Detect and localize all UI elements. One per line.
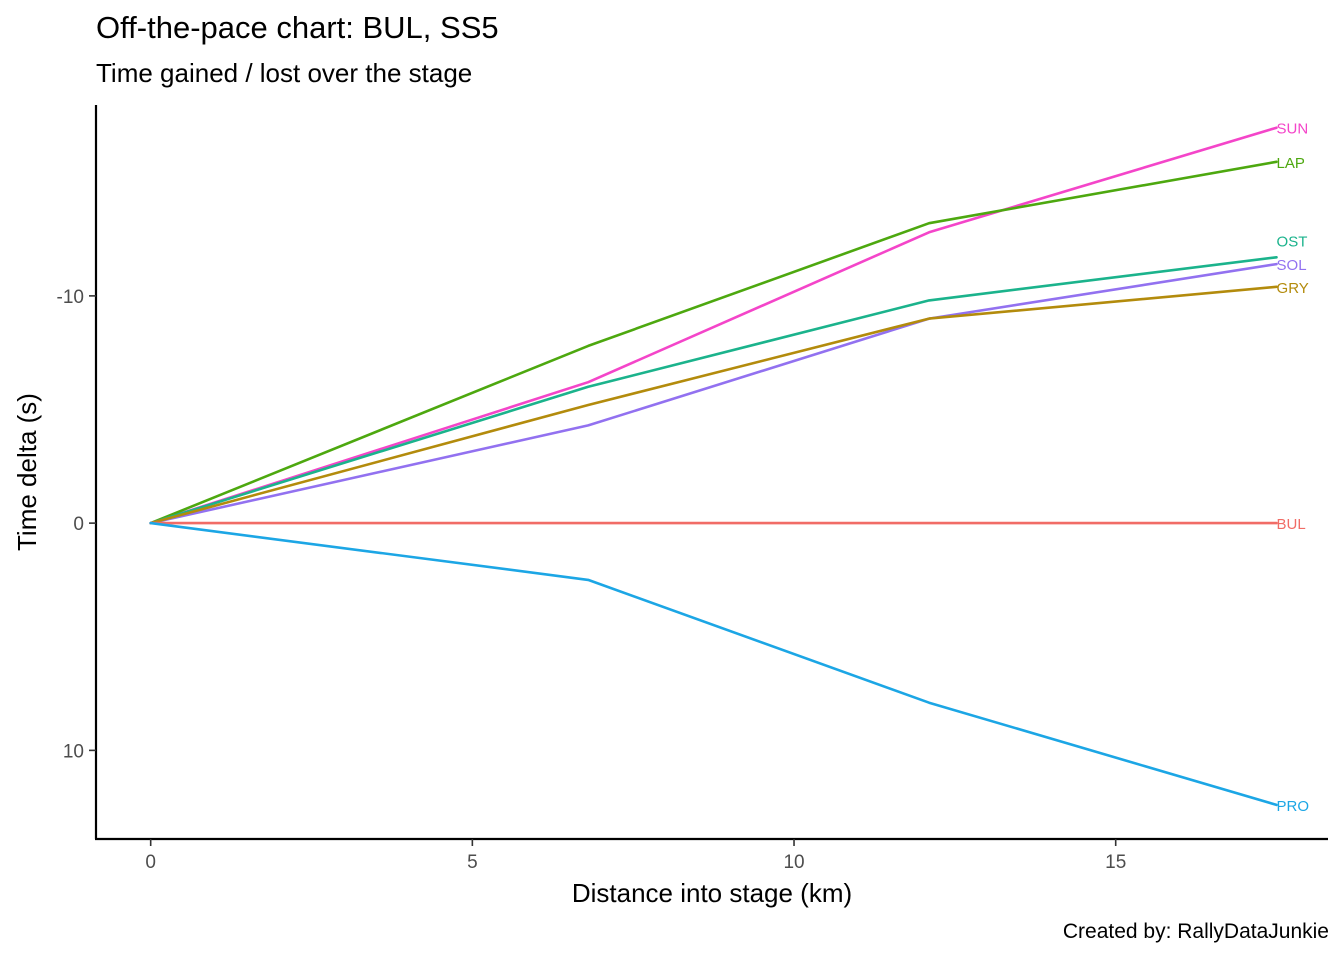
y-tick-label: -10: [57, 287, 84, 308]
y-axis-title: Time delta (s): [12, 393, 42, 551]
end-label-sol: SOL: [1277, 257, 1307, 274]
axes: [94, 105, 1328, 841]
x-axis-title: Distance into stage (km): [572, 878, 852, 908]
series-line-sun: [149, 126, 1278, 525]
end-label-bul: BUL: [1277, 516, 1306, 533]
y-ticks: -10 0 10: [57, 287, 96, 762]
y-tick-label: 0: [73, 514, 84, 535]
caption: Created by: RallyDataJunkie: [1062, 920, 1329, 943]
series-line-pro: [149, 521, 1278, 807]
chart-subtitle: Time gained / lost over the stage: [96, 58, 473, 88]
series-line-ost: [149, 255, 1278, 525]
end-label-sun: SUN: [1277, 121, 1309, 138]
x-tick-label: 15: [1105, 852, 1126, 873]
x-tick-label: 10: [783, 852, 804, 873]
end-label-lap: LAP: [1277, 155, 1305, 172]
series-line-gry: [149, 285, 1278, 525]
y-tick-label: 10: [63, 741, 84, 762]
end-labels: SUN LAP OST SOL GRY BUL PRO: [1277, 121, 1310, 815]
series-lines: [149, 126, 1278, 807]
x-tick-label: 0: [145, 852, 156, 873]
x-ticks: 0 5 10 15: [145, 839, 1126, 873]
series-line-lap: [149, 160, 1278, 525]
chart-title: Off-the-pace chart: BUL, SS5: [96, 10, 499, 45]
series-line-sol: [149, 262, 1278, 525]
end-label-pro: PRO: [1277, 798, 1310, 815]
end-label-gry: GRY: [1277, 280, 1309, 297]
end-label-ost: OST: [1277, 233, 1308, 250]
x-tick-label: 5: [467, 852, 478, 873]
